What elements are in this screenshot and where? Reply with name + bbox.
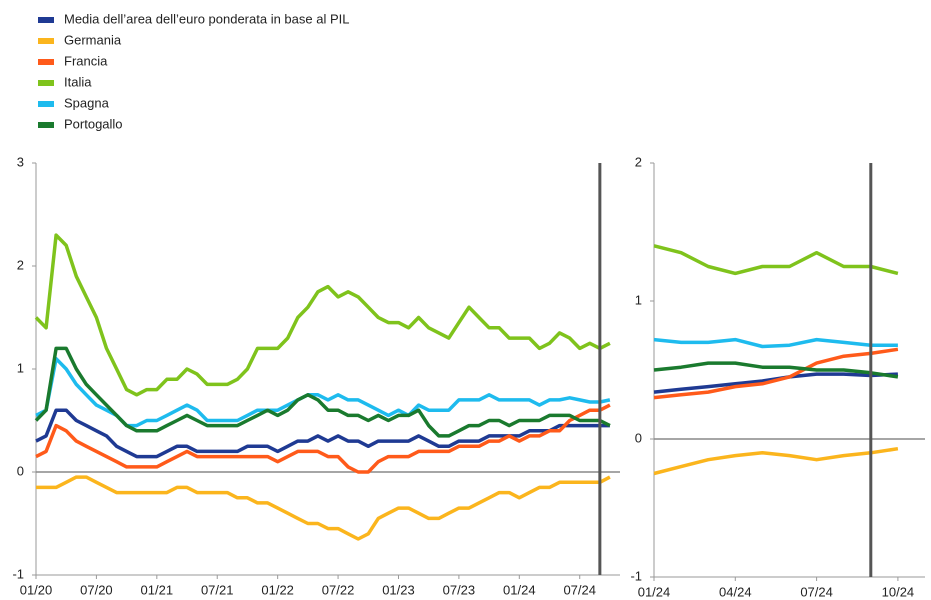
x-tick-label: 04/24 bbox=[719, 584, 752, 599]
x-tick-label: 07/23 bbox=[443, 582, 476, 597]
legend-label: Media dell’area dell’euro ponderata in b… bbox=[64, 11, 349, 26]
y-tick-label: 3 bbox=[17, 154, 24, 169]
series-line bbox=[36, 475, 611, 541]
series-line bbox=[653, 337, 898, 349]
y-tick-label: -1 bbox=[12, 566, 24, 581]
x-tick-label: 01/21 bbox=[141, 582, 174, 597]
x-tick-label: 01/24 bbox=[638, 584, 671, 599]
legend-swatch bbox=[38, 80, 54, 86]
y-tick-label: 2 bbox=[635, 154, 642, 169]
x-tick-label: 07/20 bbox=[80, 582, 113, 597]
x-tick-label: 10/24 bbox=[882, 584, 915, 599]
x-tick-label: 01/24 bbox=[503, 582, 536, 597]
legend-label: Germania bbox=[64, 32, 122, 47]
x-tick-label: 01/22 bbox=[261, 582, 294, 597]
legend-swatch bbox=[38, 17, 54, 23]
y-tick-label: 0 bbox=[17, 463, 24, 478]
legend-label: Spagna bbox=[64, 95, 110, 110]
series-line bbox=[35, 356, 611, 428]
series-line bbox=[653, 361, 899, 379]
legend-swatch bbox=[38, 101, 54, 107]
series-line bbox=[35, 408, 610, 459]
y-tick-label: 2 bbox=[17, 257, 24, 272]
series-line bbox=[653, 244, 899, 276]
series-line bbox=[34, 346, 611, 438]
legend-swatch bbox=[38, 38, 54, 44]
series-line bbox=[653, 347, 899, 400]
x-tick-label: 07/24 bbox=[563, 582, 596, 597]
y-tick-label: 1 bbox=[17, 360, 24, 375]
y-tick-label: 1 bbox=[635, 292, 642, 307]
series-line bbox=[653, 446, 899, 476]
x-tick-label: 01/20 bbox=[20, 582, 53, 597]
y-tick-label: -1 bbox=[630, 568, 642, 583]
x-tick-label: 07/22 bbox=[322, 582, 355, 597]
x-tick-label: 07/21 bbox=[201, 582, 234, 597]
legend-swatch bbox=[38, 122, 54, 128]
x-tick-label: 01/23 bbox=[382, 582, 415, 597]
legend-label: Portogallo bbox=[64, 116, 123, 131]
legend-label: Francia bbox=[64, 53, 108, 68]
y-tick-label: 0 bbox=[635, 430, 642, 445]
series-line bbox=[653, 372, 898, 394]
x-tick-label: 07/24 bbox=[800, 584, 833, 599]
legend-label: Italia bbox=[64, 74, 92, 89]
series-line bbox=[35, 403, 611, 474]
legend-swatch bbox=[38, 59, 54, 65]
series-line bbox=[34, 233, 611, 397]
